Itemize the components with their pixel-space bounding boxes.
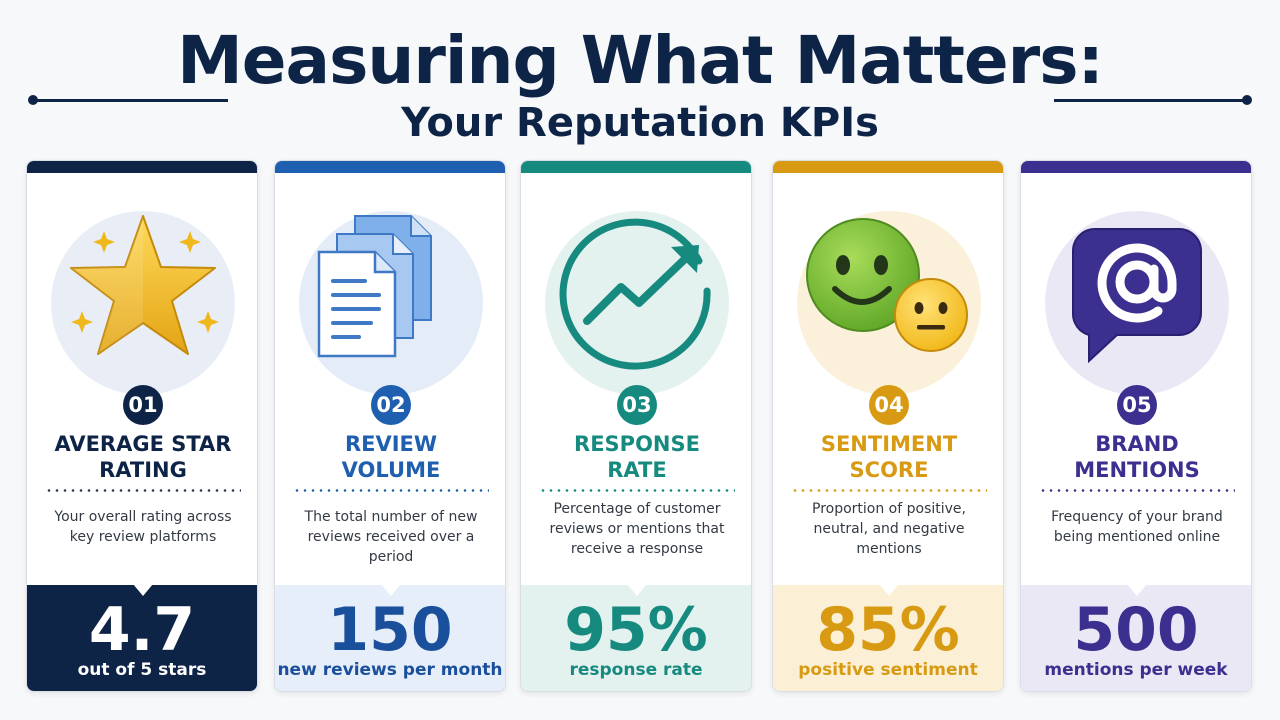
dotted-divider bbox=[791, 489, 987, 492]
kpi-description: The total number of new reviews received… bbox=[304, 509, 478, 565]
kpi-value: 500 bbox=[1073, 595, 1199, 665]
kpi-title: RESPONSE RATE bbox=[529, 431, 745, 483]
trend-up-icon bbox=[559, 218, 711, 370]
kpi-title: BRAND MENTIONS bbox=[1029, 431, 1245, 483]
header-rule-dot-left bbox=[28, 95, 38, 105]
kpi-number-badge: 04 bbox=[869, 385, 909, 425]
kpi-title-line1: BRAND bbox=[1095, 432, 1179, 456]
kpi-description: Your overall rating across key review pl… bbox=[54, 509, 232, 545]
header-rule-dot-right bbox=[1242, 95, 1252, 105]
smiley-faces-icon bbox=[806, 218, 968, 352]
kpi-value: 95% bbox=[564, 595, 708, 665]
kpi-value: 150 bbox=[327, 595, 453, 665]
card-top-bar bbox=[275, 161, 505, 173]
panel-notch bbox=[879, 584, 899, 596]
header-rule-left bbox=[32, 99, 228, 102]
kpi-value-panel: 500 mentions per week bbox=[1021, 584, 1251, 691]
kpi-title-line1: RESPONSE bbox=[574, 432, 700, 456]
kpi-title: REVIEW VOLUME bbox=[283, 431, 499, 483]
kpi-unit: mentions per week bbox=[1044, 660, 1228, 680]
kpi-title-line1: SENTIMENT bbox=[820, 432, 958, 456]
dotted-divider bbox=[293, 489, 489, 492]
kpi-number-badge: 02 bbox=[371, 385, 411, 425]
kpi-number-badge: 03 bbox=[617, 385, 657, 425]
dotted-divider bbox=[1039, 489, 1235, 492]
kpi-title-line2: SCORE bbox=[849, 458, 929, 482]
kpi-unit: positive sentiment bbox=[798, 660, 978, 680]
kpi-value-panel: 95% response rate bbox=[521, 584, 751, 691]
kpi-title: SENTIMENT SCORE bbox=[781, 431, 997, 483]
dotted-divider bbox=[45, 489, 241, 492]
page-title: Measuring What Matters: bbox=[177, 22, 1104, 99]
kpi-value: 4.7 bbox=[88, 595, 196, 665]
kpi-title: AVERAGE STAR RATING bbox=[35, 431, 251, 483]
at-sign-chat-icon bbox=[1071, 228, 1202, 364]
panel-notch bbox=[1127, 584, 1147, 596]
kpi-card-review-volume: 02 REVIEW VOLUME The total number of new… bbox=[274, 160, 506, 692]
star-icon bbox=[70, 215, 219, 355]
kpi-value: 85% bbox=[816, 595, 960, 665]
kpi-number-badge: 01 bbox=[123, 385, 163, 425]
card-top-bar bbox=[521, 161, 751, 173]
kpi-title-line1: REVIEW bbox=[344, 432, 438, 456]
panel-notch bbox=[133, 584, 153, 596]
kpi-unit: response rate bbox=[569, 660, 703, 680]
kpi-title-line2: RATING bbox=[99, 458, 187, 482]
card-top-bar bbox=[27, 161, 257, 173]
kpi-card-average-star-rating: 01 AVERAGE STAR RATING Your overall rati… bbox=[26, 160, 258, 692]
kpi-unit: new reviews per month bbox=[277, 660, 503, 680]
page-subtitle: Your Reputation KPIs bbox=[401, 100, 879, 146]
kpi-title-line2: RATE bbox=[607, 458, 667, 482]
header-rule-right bbox=[1054, 99, 1250, 102]
kpi-card-response-rate: 03 RESPONSE RATE Percentage of customer … bbox=[520, 160, 752, 692]
kpi-unit: out of 5 stars bbox=[77, 660, 207, 680]
kpi-number-badge: 05 bbox=[1117, 385, 1157, 425]
kpi-description: Percentage of customer reviews or mentio… bbox=[549, 501, 725, 557]
kpi-title-line2: MENTIONS bbox=[1074, 458, 1200, 482]
dotted-divider bbox=[539, 489, 735, 492]
kpi-value-panel: 4.7 out of 5 stars bbox=[27, 584, 257, 691]
kpi-title-line2: VOLUME bbox=[341, 458, 441, 482]
card-top-bar bbox=[773, 161, 1003, 173]
kpi-value-panel: 150 new reviews per month bbox=[275, 584, 505, 691]
kpi-description: Frequency of your brand being mentioned … bbox=[1051, 509, 1223, 545]
documents-icon bbox=[317, 215, 432, 358]
kpi-card-sentiment-score: 04 SENTIMENT SCORE Proportion of positiv… bbox=[772, 160, 1004, 692]
panel-notch bbox=[627, 584, 647, 596]
kpi-title-line1: AVERAGE STAR bbox=[54, 432, 232, 456]
kpi-value-panel: 85% positive sentiment bbox=[773, 584, 1003, 691]
panel-notch bbox=[381, 584, 401, 596]
card-top-bar bbox=[1021, 161, 1251, 173]
kpi-description: Proportion of positive, neutral, and neg… bbox=[812, 501, 966, 557]
kpi-card-brand-mentions: 05 BRAND MENTIONS Frequency of your bran… bbox=[1020, 160, 1252, 692]
